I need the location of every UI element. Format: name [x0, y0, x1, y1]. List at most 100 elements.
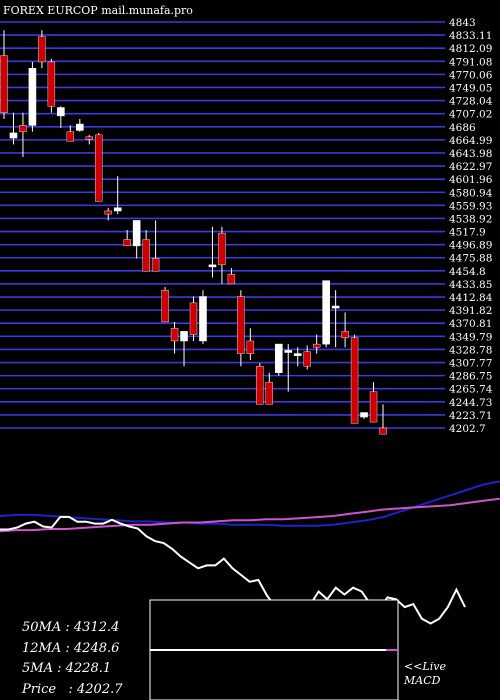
y-tick-label: 4517.9 [449, 227, 486, 239]
candle [180, 331, 188, 367]
candle-body [350, 337, 359, 424]
y-tick-label: 4728.04 [449, 96, 493, 108]
ma-value: 4312.4 [73, 620, 120, 635]
ma-label: 12MA [22, 640, 62, 656]
candle [360, 412, 368, 419]
candle-body [123, 239, 131, 247]
live-macd-label: <<Live MACD [404, 660, 446, 688]
candle-body [199, 296, 207, 342]
y-tick-label: 4286.75 [449, 371, 492, 383]
ma-value: 4248.6 [73, 640, 120, 656]
candle-body [104, 210, 112, 215]
y-tick-label: 4370.81 [449, 318, 492, 330]
candle [132, 220, 141, 259]
y-tick-label: 4707.02 [449, 109, 492, 121]
candle [322, 280, 330, 348]
y-tick-label: 4538.92 [449, 213, 492, 225]
candle-body [227, 274, 236, 285]
candle [9, 112, 18, 145]
candle [274, 343, 283, 376]
candle-body [246, 340, 255, 354]
candle [123, 229, 131, 247]
ma-row-price: Price : 4202.7 [22, 681, 123, 697]
price-gridlines [0, 21, 445, 429]
candle [265, 372, 273, 405]
y-tick-label: 4686 [449, 122, 476, 134]
macd-panel [149, 599, 399, 700]
y-tick-label: 4412.84 [449, 292, 493, 304]
ma-row-5: 5MA : 4228.1 [22, 661, 112, 676]
y-tick-label: 4580.94 [449, 187, 493, 199]
moving-average-readout: 50MA : 4312.4 12MA : 4248.6 5MA : 4228.1… [22, 618, 123, 700]
y-tick-label: 4643.98 [449, 148, 492, 160]
candle-body [38, 36, 46, 63]
y-tick-label: 4454.8 [449, 266, 486, 278]
candle-body [19, 125, 27, 132]
candle [66, 125, 75, 142]
y-tick-label: 4307.77 [449, 358, 492, 370]
macd-label: MACD [404, 674, 441, 687]
candle-body [208, 264, 217, 268]
rsi-line [0, 515, 466, 625]
candle-body [369, 391, 378, 423]
candle-body [170, 328, 179, 342]
candle-body [180, 331, 188, 342]
candle [47, 58, 56, 113]
candle-body [47, 61, 56, 107]
ma-line [0, 497, 500, 533]
candle-body [9, 132, 18, 139]
candle [379, 404, 387, 435]
candle [218, 226, 226, 284]
candle [331, 290, 340, 348]
candle [113, 176, 122, 215]
candle-body [379, 427, 387, 435]
signal-line [0, 480, 500, 527]
candle [0, 30, 8, 120]
chart-title: FOREX EURCOP mail.munafa.pro [3, 4, 193, 17]
candle [161, 287, 169, 323]
candle [19, 112, 27, 158]
live-label: <<Live [404, 660, 446, 673]
y-tick-label: 4391.82 [449, 305, 492, 317]
candle-body [312, 343, 321, 348]
y-tick-label: 4433.85 [449, 279, 492, 291]
candle [76, 119, 84, 132]
candle [341, 312, 349, 348]
candle [199, 290, 207, 345]
candle-body [341, 331, 349, 338]
candle [227, 268, 236, 285]
y-tick-label: 4812.09 [449, 43, 492, 55]
y-tick-label: 4349.79 [449, 331, 492, 343]
candle [284, 344, 293, 392]
candle-body [76, 123, 84, 131]
candle-body [218, 232, 226, 266]
candle-body [274, 343, 283, 373]
candle [189, 296, 198, 341]
y-tick-label: 4244.73 [449, 397, 492, 409]
y-tick-label: 4622.97 [449, 161, 492, 173]
candle [95, 132, 103, 202]
candle-body [303, 351, 311, 367]
candle-body [284, 350, 293, 353]
ma-value: 4228.1 [65, 661, 112, 676]
ma-label: 5MA [22, 661, 53, 676]
candle-body [95, 134, 103, 202]
candle [104, 207, 112, 221]
candle-body [142, 239, 150, 272]
y-tick-label: 4843 [449, 17, 476, 29]
candle [246, 328, 255, 360]
candle-body [151, 258, 160, 272]
candle-body [28, 67, 37, 126]
ma-label: 50MA [22, 620, 62, 635]
candle-body [237, 296, 245, 354]
ma-value: 4202.7 [77, 681, 123, 697]
candle [312, 334, 321, 354]
candle [170, 321, 179, 354]
y-tick-label: 4749.05 [449, 82, 492, 94]
candle [28, 61, 37, 132]
y-tick-label: 4475.88 [449, 253, 492, 265]
candle [208, 226, 217, 278]
y-tick-label: 4833.11 [449, 30, 492, 42]
